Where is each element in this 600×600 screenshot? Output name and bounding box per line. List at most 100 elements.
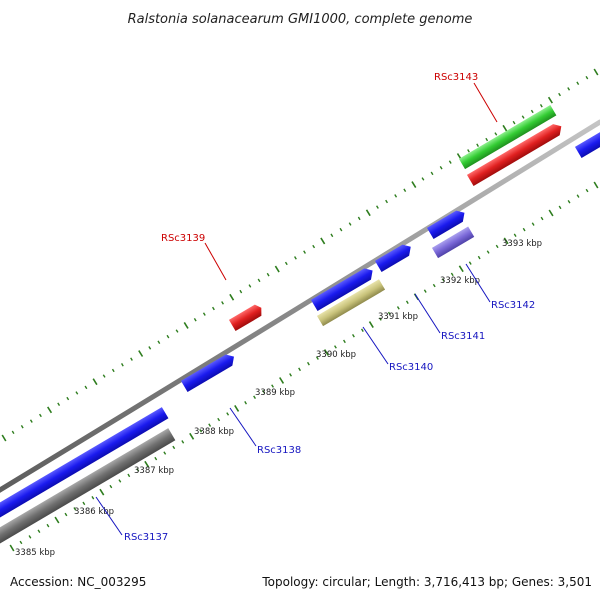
scale-tick — [212, 306, 215, 311]
scale-tick — [181, 440, 185, 444]
scale-tick — [531, 222, 535, 226]
scale-tick — [343, 339, 346, 344]
scale-tick — [120, 363, 124, 367]
feature-rsc3137-upper[interactable] — [0, 407, 169, 527]
gene-label-rsc3137[interactable]: RSc3137 — [124, 532, 168, 543]
scale-tick — [99, 488, 105, 496]
scale-tick — [9, 544, 15, 552]
scale-tick — [521, 115, 525, 119]
gene-label-rsc3138[interactable]: RSc3138 — [257, 445, 301, 456]
scale-tick — [57, 402, 61, 406]
scale-tick — [111, 368, 115, 373]
scale-tick — [330, 233, 334, 238]
scale-tick — [262, 389, 265, 394]
scale-tick — [193, 318, 197, 322]
scale-tick — [432, 283, 436, 288]
kbp-label: 3386 kbp — [74, 507, 114, 517]
feature-gray-lower[interactable] — [0, 428, 176, 553]
scale-tick — [540, 216, 544, 221]
scale-tick — [567, 87, 571, 91]
gene-label-rsc3140[interactable]: RSc3140 — [389, 362, 433, 373]
feature-cds-edge[interactable] — [574, 123, 600, 159]
scale-tick — [396, 306, 400, 310]
feature-rsc3143-red[interactable] — [466, 121, 565, 187]
scale-tick — [208, 423, 212, 427]
scale-tick — [11, 430, 15, 435]
scale-tick — [576, 81, 580, 85]
scale-tick — [20, 425, 24, 429]
scale-tick — [166, 334, 170, 339]
scale-tick — [405, 300, 409, 304]
scale-tick — [365, 209, 371, 217]
scale-tick — [130, 357, 133, 361]
scale-tick — [82, 501, 86, 506]
feature-rsc3143-green[interactable] — [458, 105, 557, 170]
scale-tick — [64, 512, 68, 517]
scale-tick — [458, 265, 464, 273]
scale-tick — [136, 468, 140, 472]
scale-tick — [221, 301, 224, 305]
scale-tick — [157, 340, 161, 344]
scale-tick — [102, 374, 106, 378]
scale-tick — [494, 132, 498, 136]
feature-cds-3390[interactable] — [310, 265, 376, 312]
inner-tick-ring — [9, 181, 599, 552]
scale-tick — [547, 96, 553, 104]
scale-tick — [539, 104, 543, 108]
scale-tick — [289, 373, 292, 377]
scale-tick — [148, 346, 152, 350]
kbp-label: 3390 kbp — [316, 350, 356, 360]
gene-label-rsc3142[interactable]: RSc3142 — [491, 300, 535, 311]
scale-tick — [548, 209, 554, 217]
gene-label-rsc3139[interactable]: RSc3139 — [161, 233, 205, 244]
feature-rsc3142[interactable] — [431, 226, 475, 259]
scale-tick — [593, 68, 599, 76]
kbp-label: 3387 kbp — [134, 466, 174, 476]
scale-tick — [411, 181, 417, 189]
feature-rsc3139[interactable] — [228, 303, 265, 332]
label-leaders — [95, 82, 498, 536]
scale-tick — [486, 250, 490, 254]
map-title: Ralstonia solanacearum GMI1000, complete… — [128, 12, 473, 27]
scale-tick — [46, 523, 50, 528]
scale-tick — [593, 181, 599, 189]
scale-tick — [368, 321, 374, 329]
scale-tick — [502, 124, 508, 132]
scale-tick — [226, 412, 230, 416]
scale-tick — [477, 255, 481, 260]
feature-rsc3141[interactable] — [374, 242, 414, 273]
scale-tick — [199, 429, 203, 433]
scale-tick — [576, 194, 580, 198]
scale-tick — [92, 378, 98, 386]
scale-tick — [334, 345, 337, 349]
kbp-label: 3388 kbp — [194, 427, 234, 437]
gene-label-rsc3143[interactable]: RSc3143 — [434, 72, 478, 83]
gene-label-rsc3141[interactable]: RSc3141 — [441, 331, 485, 342]
scale-tick — [73, 507, 77, 511]
feature-rsc3140[interactable] — [316, 279, 386, 327]
scale-tick — [323, 349, 329, 356]
scale-tick — [476, 143, 480, 147]
kbp-label: 3393 kbp — [502, 239, 542, 249]
genome-backbone — [0, 119, 600, 493]
scale-tick — [495, 244, 499, 249]
scale-tick — [394, 194, 398, 198]
feature-rsc3138[interactable] — [180, 351, 238, 393]
feature-cds-3392[interactable] — [426, 208, 468, 240]
scale-tick — [244, 401, 248, 405]
scale-tick — [138, 350, 144, 357]
scale-tick — [229, 293, 235, 301]
scale-tick — [29, 419, 33, 423]
scale-tick — [266, 272, 270, 277]
scale-tick — [378, 317, 382, 321]
scale-tick — [303, 250, 306, 254]
scale-tick — [84, 385, 88, 390]
scale-tick — [567, 200, 571, 204]
scale-tick — [248, 284, 252, 288]
scale-tick — [239, 289, 243, 294]
scale-tick — [39, 413, 42, 418]
scale-tick — [28, 535, 32, 539]
scale-tick — [320, 237, 326, 245]
